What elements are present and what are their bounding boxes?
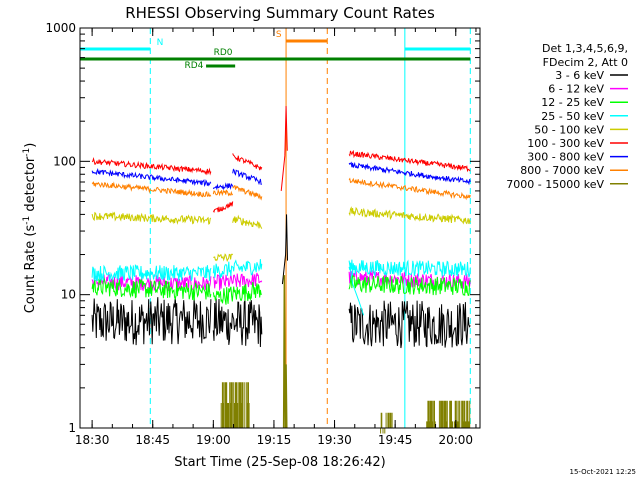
x-tick-label: 19:15 <box>257 433 292 447</box>
flare-spike-red <box>280 105 288 191</box>
legend-entry-label: 100 - 300 keV <box>527 137 604 150</box>
footer-timestamp: 15-Oct-2021 12:25 <box>570 468 636 476</box>
flag-label-rd4: RD4 <box>184 61 203 71</box>
legend-entry-label: 25 - 50 keV <box>541 110 604 123</box>
series-line-2 <box>91 274 471 305</box>
flag-label-rd0: RD0 <box>214 48 233 58</box>
data-layer <box>79 28 471 434</box>
y-tick-label: 10 <box>61 288 76 302</box>
series-line-3 <box>91 259 471 282</box>
series-line-7 <box>91 177 471 201</box>
x-tick-label: 18:45 <box>135 433 170 447</box>
flare-spike-black <box>281 214 289 285</box>
legend: Det 1,3,4,5,6,9, FDecim 2, Att 0 3 - 6 k… <box>506 42 628 191</box>
y-tick-label: 100 <box>53 154 76 168</box>
x-tick-label: 19:30 <box>317 433 352 447</box>
axes: 18:30 18:45 19:00 19:15 19:30 19:45 20:00 1 10 10… <box>45 21 480 447</box>
legend-header-1: Det 1,3,4,5,6,9, <box>542 42 628 55</box>
y-tick-label: 1 <box>68 421 76 435</box>
series-line-4 <box>91 206 471 263</box>
flag-label-s: S <box>276 30 282 40</box>
x-axis-label: Start Time (25-Sep-08 18:26:42) <box>174 455 385 470</box>
legend-header-2: FDecim 2, Att 0 <box>543 56 628 69</box>
flag-bars: N RD0 RD4 S <box>80 30 471 71</box>
series-line-5 <box>91 149 471 213</box>
plot-frame <box>79 27 481 429</box>
flag-label-n: N <box>157 38 164 48</box>
x-tick-label: 18:30 <box>75 433 110 447</box>
x-tick-label: 20:00 <box>438 433 473 447</box>
series-line-0 <box>91 296 471 349</box>
y-axis-label: Count Rate (s-1 detector-1) <box>22 143 38 314</box>
recovery-cyan <box>348 260 365 316</box>
x-tick-label: 19:00 <box>196 433 231 447</box>
series-line-6 <box>91 161 471 191</box>
legend-entry-label: 3 - 6 keV <box>555 69 604 82</box>
chart-title: RHESSI Observing Summary Count Rates <box>125 4 435 22</box>
legend-entry-label: 7000 - 15000 keV <box>506 178 604 191</box>
legend-entry-label: 800 - 7000 keV <box>520 164 604 177</box>
legend-entry-label: 6 - 12 keV <box>548 83 604 96</box>
legend-entry-label: 12 - 25 keV <box>541 96 604 109</box>
x-tick-label: 19:45 <box>378 433 413 447</box>
y-tick-label: 1000 <box>45 21 76 35</box>
legend-entry-label: 50 - 100 keV <box>534 123 604 136</box>
legend-entry-label: 300 - 800 keV <box>527 151 604 164</box>
